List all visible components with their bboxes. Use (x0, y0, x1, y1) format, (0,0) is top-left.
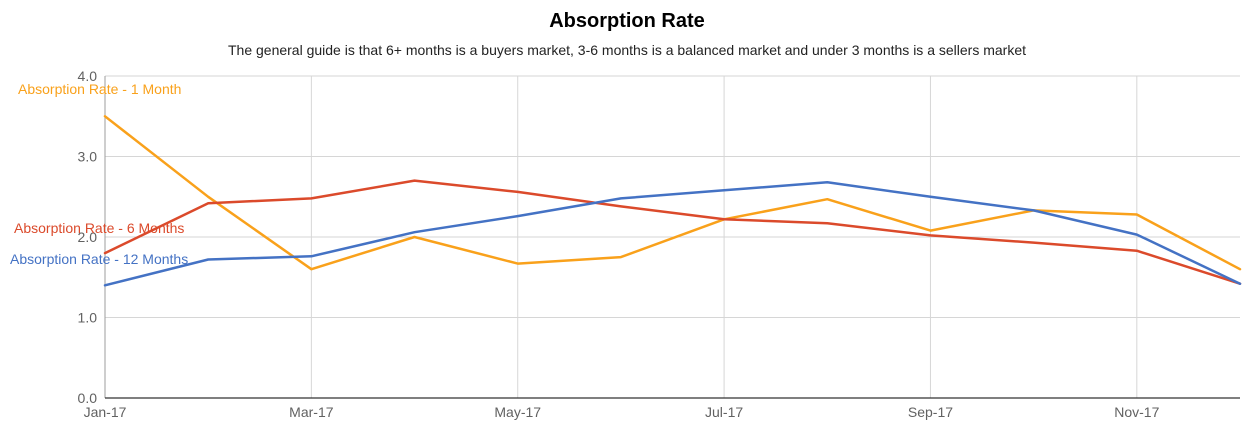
chart-title: Absorption Rate (549, 10, 705, 32)
y-tick-label: 1.0 (78, 310, 98, 326)
series-label-2: Absorption Rate - 6 Months (14, 220, 184, 236)
series-labels: Absorption Rate - 1 Month Absorption Rate… (10, 81, 188, 267)
series-label-3: Absorption Rate - 12 Months (10, 251, 188, 267)
y-axis: 0.0 1.0 2.0 3.0 4.0 (78, 68, 98, 406)
x-tick-label: Jul-17 (705, 404, 743, 420)
chart-subtitle: The general guide is that 6+ months is a… (227, 42, 1026, 58)
y-tick-label: 0.0 (78, 390, 98, 406)
x-tick-label: Jan-17 (84, 404, 127, 420)
y-tick-label: 3.0 (78, 149, 98, 165)
series-line-3 (103, 181, 1242, 287)
series-lines (103, 115, 1242, 287)
x-tick-label: Mar-17 (289, 404, 334, 420)
y-tick-label: 2.0 (78, 229, 98, 245)
series-label-1: Absorption Rate - 1 Month (18, 81, 181, 97)
x-tick-label: Sep-17 (908, 404, 953, 420)
grid (104, 75, 1240, 399)
x-axis: Jan-17 Mar-17 May-17 Jul-17 Sep-17 Nov-17 (84, 404, 1160, 420)
x-tick-label: May-17 (494, 404, 541, 420)
x-tick-label: Nov-17 (1114, 404, 1159, 420)
y-tick-label: 4.0 (78, 68, 98, 84)
series-line-2 (103, 179, 1242, 285)
